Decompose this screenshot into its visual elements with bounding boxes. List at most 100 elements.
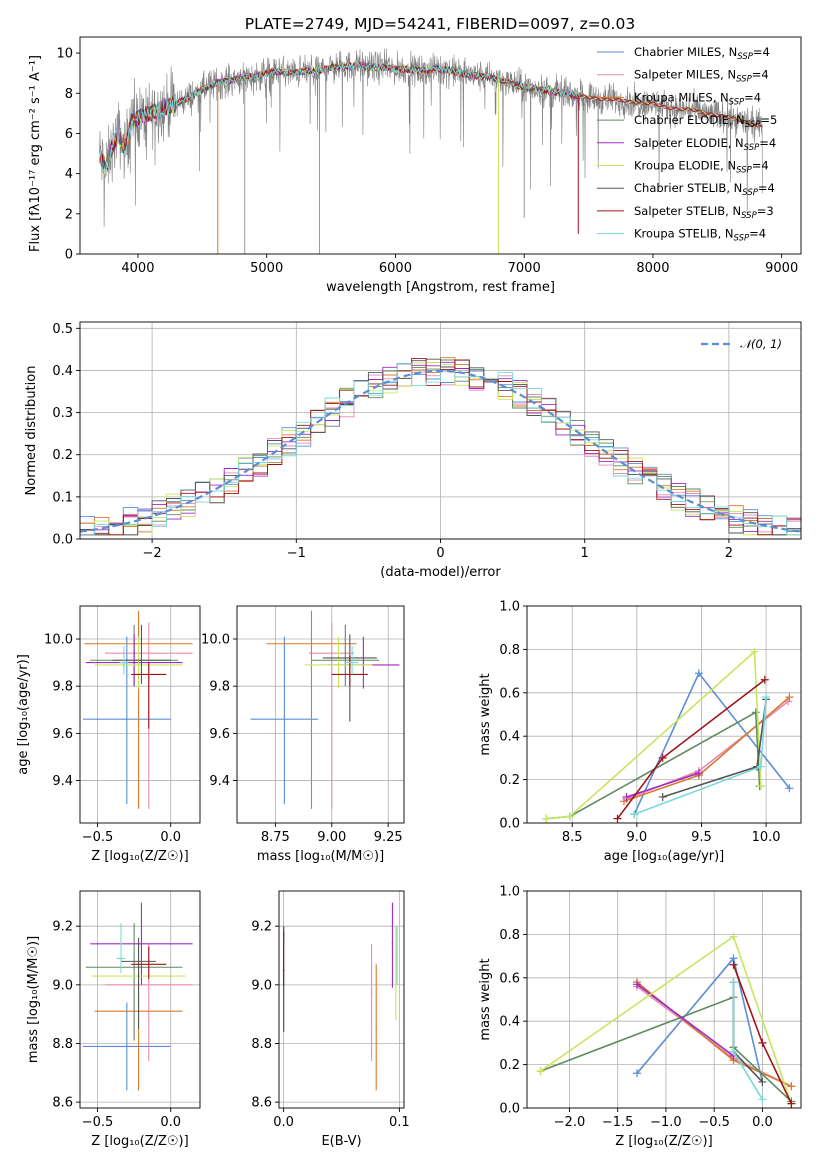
x-tick-label: 9.00	[317, 830, 346, 845]
weight-marker	[622, 792, 631, 801]
x-tick-label: −2.0	[554, 1115, 586, 1130]
y-tick-label: 10	[56, 47, 73, 62]
y-tick-label: 4	[65, 167, 73, 182]
data-point	[147, 963, 150, 966]
weight-marker	[658, 792, 667, 801]
y-tick-label: 9.8	[52, 680, 73, 695]
data-point	[137, 960, 140, 963]
weight-marker	[787, 1099, 796, 1108]
data-point	[282, 969, 285, 971]
y-tick-label: 0.8	[499, 928, 520, 943]
weight-marker	[694, 769, 703, 778]
plot-frame	[236, 605, 405, 824]
data-point	[126, 1045, 128, 1048]
data-point	[147, 673, 150, 676]
y-tick-label: 8	[65, 87, 73, 102]
y-axis-label: mass [log₁₀(M/M☉)]	[26, 936, 41, 1063]
y-tick-label: 9.4	[52, 774, 73, 789]
x-tick-label: 0.0	[273, 1115, 294, 1130]
legend-label: Kroupa STELIB, NSSP=4	[634, 227, 766, 244]
plot-frame	[526, 605, 802, 824]
y-tick-label: 9.2	[52, 920, 73, 935]
x-axis-label: age [log₁₀(age/yr)]	[604, 849, 725, 864]
x-axis-label: Z [log₁₀(Z/Z☉)]	[91, 1134, 188, 1149]
x-tick-label: −0.5	[82, 830, 114, 845]
y-axis-label: Normed distribution	[24, 366, 39, 496]
weight-marker	[613, 814, 622, 823]
y-tick-label: 9.2	[251, 920, 272, 935]
data-point	[147, 984, 150, 986]
x-tick-label: 10.0	[752, 830, 781, 845]
x-tick-label: 4000	[121, 261, 154, 276]
y-tick-label: 0.4	[499, 730, 520, 745]
x-tick-label: 9000	[765, 261, 798, 276]
legend-label: Chabrier ELODIE, NSSP=5	[634, 113, 777, 130]
x-tick-label: 0	[436, 546, 444, 561]
plot-frame	[79, 605, 201, 824]
weight-marker	[756, 762, 765, 771]
y-tick-label: 1.0	[499, 600, 520, 615]
weight-marker	[729, 960, 738, 969]
residual-histogram-kroupa-stelib	[80, 362, 801, 536]
data-point	[310, 642, 313, 645]
x-tick-label: −2	[143, 546, 162, 561]
data-point	[337, 664, 340, 666]
y-tick-label: 8.8	[251, 1037, 272, 1052]
weight-marker	[632, 1069, 641, 1078]
y-tick-label: 0.1	[52, 490, 73, 505]
y-tick-label: 0.2	[499, 1058, 520, 1073]
y-tick-label: 8.8	[52, 1037, 73, 1052]
x-axis-label: E(B-V)	[321, 1134, 361, 1149]
legend-label: Chabrier MILES, NSSP=4	[634, 45, 770, 62]
x-tick-label: −0.5	[698, 1115, 730, 1130]
x-tick-label: 1	[581, 546, 589, 561]
y-tick-label: 0.3	[52, 406, 73, 421]
plot-frame	[278, 890, 405, 1109]
x-tick-label: 7000	[508, 261, 541, 276]
weight-marker	[658, 753, 667, 762]
y-tick-label: 9.4	[209, 774, 230, 789]
data-point	[147, 652, 150, 654]
y-tick-label: 8.6	[251, 1096, 272, 1111]
y-tick-label: 0.0	[52, 533, 73, 548]
normal-curve	[79, 369, 802, 533]
weight-marker	[729, 1047, 738, 1056]
data-point	[140, 659, 143, 662]
weight-marker	[758, 1095, 767, 1104]
data-point	[120, 957, 122, 960]
model-spectrum-salpeter-elodie	[98, 61, 763, 174]
weight-marker	[758, 1077, 767, 1086]
x-tick-label: 6000	[379, 261, 412, 276]
legend-label: Chabrier STELIB, NSSP=4	[634, 181, 775, 198]
residual-histogram-chabrier-stelib	[80, 358, 801, 536]
legend-label: Kroupa ELODIE, NSSP=4	[634, 159, 769, 176]
y-tick-label: 9.8	[209, 680, 230, 695]
x-tick-label: −1.0	[650, 1115, 682, 1130]
weight-marker	[762, 693, 771, 702]
x-tick-label: 9.0	[627, 830, 648, 845]
x-tick-label: 0.0	[160, 1115, 181, 1130]
legend-label: Salpeter STELIB, NSSP=3	[634, 204, 774, 221]
x-tick-label: 0.0	[160, 830, 181, 845]
data-point	[375, 1028, 378, 1030]
y-axis-label: Flux [fλ10⁻¹⁷ erg cm⁻² s⁻¹ A⁻¹]	[28, 55, 43, 252]
figure-title: PLATE=2749, MJD=54241, FIBERID=0097, z=0…	[245, 15, 635, 33]
weight-marker	[632, 980, 641, 989]
x-tick-label: −1	[287, 546, 306, 561]
data-point	[351, 661, 353, 664]
residual-histogram-salpeter-stelib	[80, 357, 801, 536]
y-tick-label: 6	[65, 127, 73, 142]
y-axis-label: mass weight	[478, 673, 493, 755]
weight-marker	[619, 797, 628, 806]
weight-line-kroupa-elodie	[546, 649, 762, 820]
weight-line-kroupa-stelib	[732, 982, 764, 1100]
y-tick-label: 8.6	[52, 1096, 73, 1111]
residual-histogram-kroupa-elodie	[80, 362, 801, 536]
y-tick-label: 0.4	[499, 1015, 520, 1030]
y-tick-label: 10.0	[44, 633, 73, 648]
y-tick-label: 0.2	[499, 773, 520, 788]
y-tick-label: 0.5	[52, 322, 73, 337]
weight-marker	[729, 978, 738, 987]
x-axis-label: mass [log₁₀(M/M☉)]	[257, 849, 384, 864]
